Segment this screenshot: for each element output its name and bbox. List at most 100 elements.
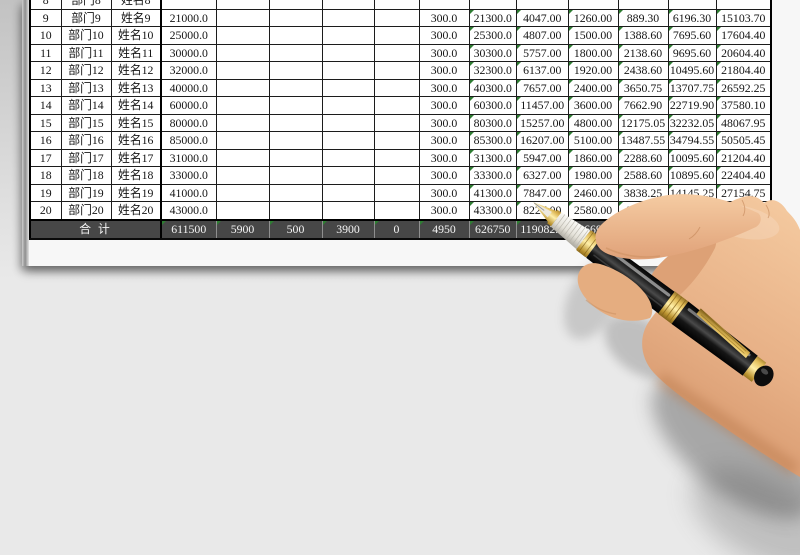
- cell: [268, 0, 323, 10]
- error-indicator-icon: [469, 62, 474, 66]
- cell: 21804.40: [715, 61, 772, 80]
- cell: [373, 61, 420, 80]
- cell: [667, 0, 717, 10]
- cell: 1388.60: [617, 26, 669, 45]
- cell: [373, 78, 420, 97]
- error-indicator-icon: [669, 167, 673, 171]
- cell: 22404.40: [715, 166, 772, 185]
- pen-ferrule: [743, 356, 767, 382]
- cell: 17: [29, 148, 62, 167]
- pen-gold-ring: [576, 230, 601, 258]
- cell: [418, 0, 470, 10]
- cell: 25300.0: [468, 26, 517, 45]
- cell: 300.0: [418, 131, 470, 150]
- cell: [321, 131, 375, 150]
- cell: 33000.0: [160, 166, 217, 185]
- cell: [215, 148, 270, 167]
- cell: 300.0: [418, 8, 470, 27]
- hand-with-pen: [533, 194, 800, 555]
- cell: 4950: [418, 218, 470, 240]
- cell: 姓名12: [110, 61, 162, 80]
- cell: 22719.90: [667, 96, 717, 115]
- cell: 13: [29, 78, 62, 97]
- cell: 部门10: [60, 26, 112, 45]
- cell: [215, 61, 270, 80]
- error-indicator-icon: [619, 97, 623, 101]
- error-indicator-icon: [517, 167, 521, 171]
- cell: [567, 0, 619, 10]
- cell: [516, 0, 569, 10]
- cell: [268, 183, 323, 202]
- cell: 40000.0: [160, 78, 217, 97]
- error-indicator-icon: [717, 184, 721, 189]
- error-indicator-icon: [569, 114, 573, 119]
- error-indicator-icon: [619, 114, 623, 119]
- error-indicator-icon: [323, 221, 327, 225]
- error-indicator-icon: [717, 27, 721, 31]
- cell: 21204.40: [715, 148, 772, 167]
- cell: 姓名13: [110, 78, 162, 97]
- cell: 48067.95: [715, 113, 772, 132]
- error-indicator-icon: [717, 62, 721, 66]
- error-indicator-icon: [517, 27, 521, 31]
- error-indicator-icon: [619, 202, 623, 206]
- cell: [215, 78, 270, 97]
- cell: 300.0: [418, 96, 470, 115]
- error-indicator-icon: [469, 221, 474, 225]
- cell: 11457.00: [516, 96, 569, 115]
- error-indicator-icon: [619, 44, 623, 49]
- cell: 15103.70: [715, 8, 772, 27]
- salary-table: 8 部门8 姓名8 9 部门9 姓名9 21000.0 300.0 21300.0 4047.00…: [29, 0, 772, 240]
- cell: 1860.00: [567, 148, 619, 167]
- cell: 20604.40: [715, 43, 772, 62]
- hand-wrist-shading: [655, 372, 800, 476]
- error-indicator-icon: [669, 9, 673, 14]
- error-indicator-icon: [619, 62, 623, 66]
- cell: [373, 26, 420, 45]
- cell: 姓名11: [110, 43, 162, 62]
- pen-cap-end-shine: [761, 368, 769, 375]
- cell: 300.0: [418, 201, 470, 220]
- error-indicator-icon: [619, 27, 623, 31]
- error-indicator-icon: [517, 62, 521, 66]
- error-indicator-icon: [517, 221, 521, 225]
- cell: 10095.60: [667, 148, 717, 167]
- cell: [321, 96, 375, 115]
- error-indicator-icon: [619, 9, 623, 14]
- cell: 41000.0: [160, 183, 217, 202]
- cell: 37580.10: [715, 96, 772, 115]
- cell: 11: [29, 43, 62, 62]
- cell: 3838.25: [617, 183, 669, 202]
- cell: 15: [29, 113, 62, 132]
- cell: 300.0: [418, 148, 470, 167]
- cell: [468, 0, 517, 10]
- cell: [215, 96, 270, 115]
- cell: [321, 8, 375, 27]
- table-row: 10 部门10 姓名10 25000.0 300.0 25300.0 4807.00 1500…: [29, 26, 772, 45]
- cell: 1260.00: [567, 8, 619, 27]
- error-indicator-icon: [469, 202, 474, 206]
- cell: 姓名19: [110, 183, 162, 202]
- error-indicator-icon: [420, 221, 424, 225]
- error-indicator-icon: [469, 132, 474, 136]
- error-indicator-icon: [375, 221, 379, 225]
- cell: 姓名20: [110, 201, 162, 220]
- error-indicator-icon: [569, 184, 573, 189]
- cell: [321, 78, 375, 97]
- cell: 40300.0: [468, 78, 517, 97]
- table-row: 9 部门9 姓名9 21000.0 300.0 21300.0 4047.00 1260.00…: [29, 8, 772, 27]
- cell: 12: [29, 61, 62, 80]
- cell: 21000.0: [160, 8, 217, 27]
- cell: [321, 201, 375, 220]
- cell: 7662.90: [617, 96, 669, 115]
- cell: 部门12: [60, 61, 112, 80]
- cell: 部门18: [60, 166, 112, 185]
- error-indicator-icon: [717, 167, 721, 171]
- cell: [373, 8, 420, 27]
- cell: 85300.0: [468, 131, 517, 150]
- pen-center-band: [657, 291, 689, 324]
- table-row: 17 部门17 姓名17 31000.0 300.0 31300.0 5947.00 1860…: [29, 148, 772, 167]
- cell: [373, 131, 420, 150]
- table-row: 8 部门8 姓名8: [29, 0, 772, 10]
- cell: 32300.0: [468, 61, 517, 80]
